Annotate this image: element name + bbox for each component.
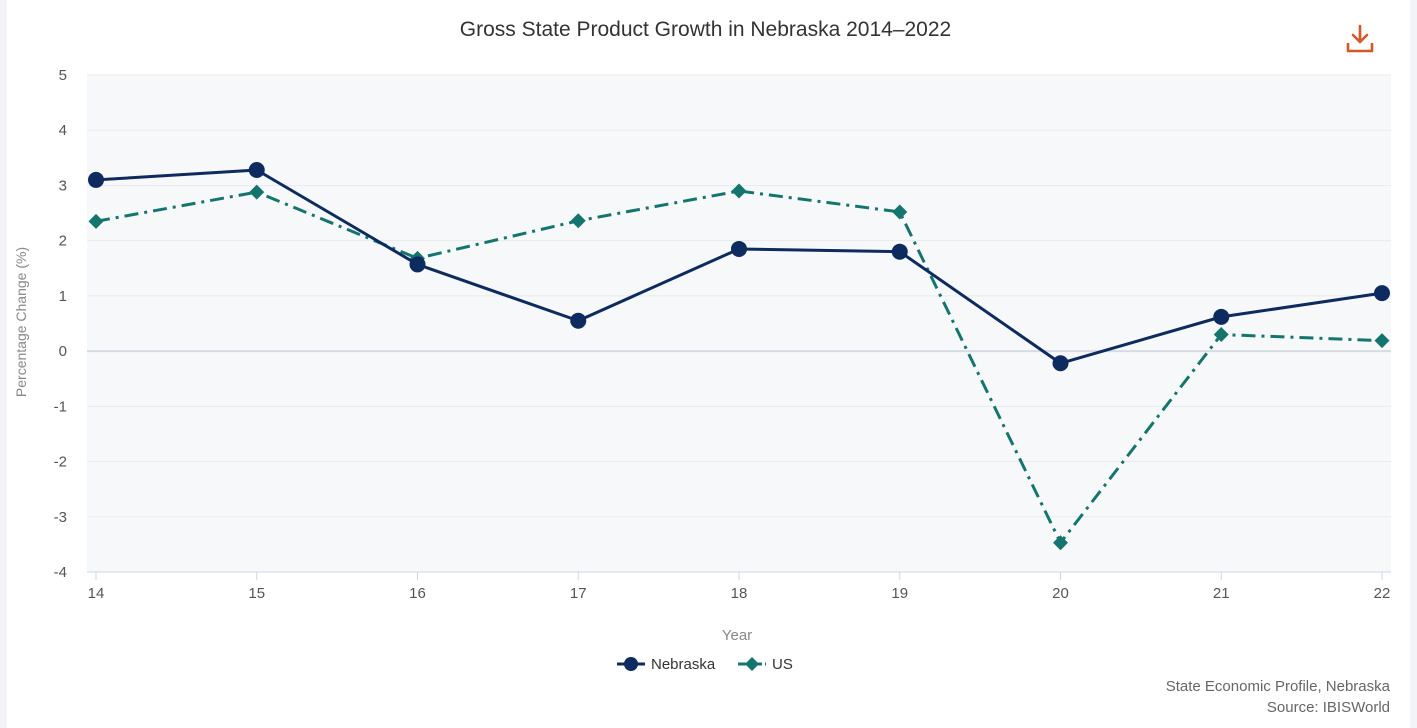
x-tick-label: 17 [570,585,587,602]
series-line [95,189,1383,545]
data-point[interactable] [1213,327,1229,343]
chart-title: Gross State Product Growth in Nebraska 2… [459,18,952,41]
data-point[interactable] [570,213,586,229]
source-note: State Economic Profile, Nebraska Source:… [1166,676,1390,718]
legend: Nebraska US [617,656,793,673]
y-tick-label: 1 [59,288,67,305]
y-tick-label: 0 [59,343,67,360]
source-line-1: State Economic Profile, Nebraska [1165,678,1390,695]
data-point[interactable] [1052,355,1069,372]
x-tick-label: 15 [248,585,265,602]
y-tick-label: 4 [59,122,67,139]
data-point[interactable] [731,183,747,199]
x-tick-label: 19 [891,585,908,602]
data-point[interactable] [1053,535,1068,551]
x-tick-label: 16 [409,585,426,602]
source-line-2: Source: IBISWorld [1266,699,1390,716]
x-tick-label: 18 [731,585,748,602]
data-point[interactable] [570,312,587,329]
y-axis-ticks: 5 4 3 2 1 0 -1 -2 -3 -4 [54,67,67,581]
data-point[interactable] [88,213,104,229]
data-point[interactable] [892,204,908,220]
x-tick-label: 21 [1213,585,1230,602]
y-tick-label: -4 [54,564,67,581]
data-point[interactable] [891,243,908,260]
data-point[interactable] [88,171,104,188]
legend-label: US [772,656,793,673]
series-group [88,161,1390,551]
y-tick-label: -2 [54,454,67,471]
y-axis-label: Percentage Change (%) [13,247,29,397]
download-icon [1346,24,1374,53]
y-tick-label: 3 [59,177,67,194]
legend-item-us[interactable]: US [738,656,793,673]
data-point[interactable] [249,184,265,200]
legend-item-nebraska[interactable]: Nebraska [617,656,716,673]
legend-marker [745,657,759,671]
chart-card: Gross State Product Growth in Nebraska 2… [7,0,1410,728]
download-button[interactable] [1343,22,1377,56]
y-tick-label: -1 [54,398,67,415]
y-tick-label: 2 [59,233,67,250]
plot-area [87,75,1391,572]
y-tick-label: -3 [54,509,67,526]
data-point[interactable] [1374,285,1390,302]
data-point[interactable] [1374,333,1390,349]
x-tick-label: 14 [88,585,105,602]
data-point[interactable] [248,161,265,178]
legend-marker [624,657,638,671]
plot-background [87,75,1391,572]
series-nebraska [88,161,1390,372]
series-us [88,183,1390,551]
data-point[interactable] [409,256,426,273]
x-axis-label: Year [722,627,752,644]
data-point[interactable] [731,240,747,257]
y-tick-label: 5 [59,67,67,84]
x-tick-label: 20 [1052,585,1069,602]
x-tick-label: 22 [1374,585,1391,602]
data-point[interactable] [1213,308,1230,325]
x-axis-ticks: 14 15 16 17 18 19 20 21 22 [87,571,1391,602]
legend-label: Nebraska [651,656,716,673]
